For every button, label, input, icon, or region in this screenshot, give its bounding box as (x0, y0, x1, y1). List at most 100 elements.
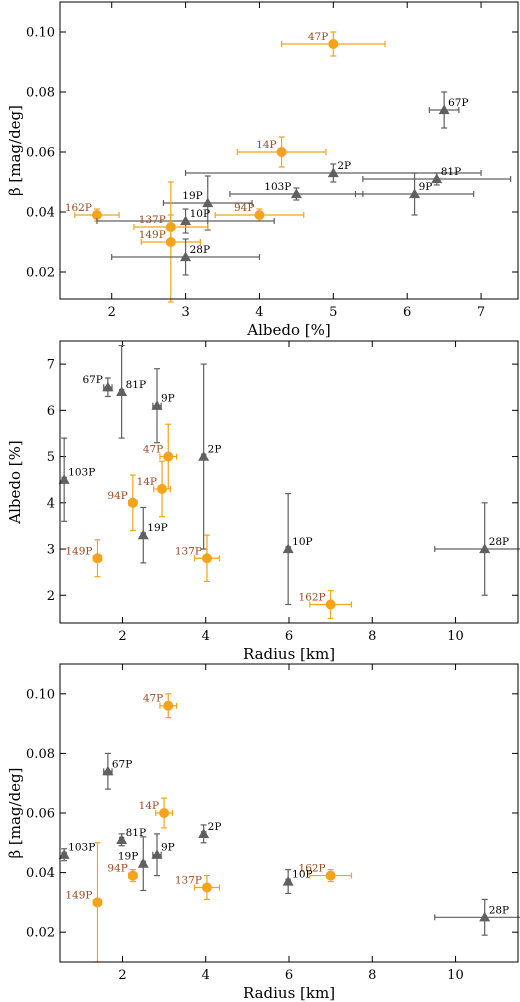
point-label: 81P (126, 379, 146, 391)
triangle-marker (202, 197, 214, 208)
x-tick-label: 8 (368, 968, 376, 983)
point-label: 137P (175, 545, 202, 557)
point-label: 47P (143, 444, 163, 456)
plot-frame (59, 1, 519, 300)
point-label: 67P (112, 758, 132, 770)
x-tick-label: 7 (477, 305, 485, 320)
triangle-marker (282, 876, 294, 886)
triangle-marker (102, 381, 114, 392)
triangle-marker (151, 400, 163, 410)
triangle-marker (409, 188, 421, 199)
triangle-marker (198, 451, 210, 461)
triangle-marker (58, 849, 70, 859)
x-tick-label: 10 (447, 629, 464, 644)
point-label: 2P (208, 821, 222, 833)
data-point-14P: 14P (236, 136, 327, 168)
triangle-marker (282, 543, 294, 554)
point-label: 28P (489, 536, 509, 548)
x-axis-label: Radius [km] (243, 645, 335, 663)
data-point-28P: 28P (111, 238, 261, 276)
point-label: 137P (175, 875, 202, 887)
triangle-marker (479, 911, 491, 922)
data-point-28P: 28P (434, 502, 520, 596)
circle-marker (276, 147, 287, 157)
triangle-marker (137, 529, 149, 540)
triangle-marker (180, 251, 192, 262)
circle-marker (163, 700, 174, 711)
data-point-162P: 162P (65, 202, 120, 222)
data-point-67P: 67P (82, 374, 114, 398)
y-tick-label: 0.08 (26, 86, 55, 101)
point-label: 9P (161, 393, 175, 405)
x-axis-label: Radius [km] (243, 984, 335, 1002)
point-label: 94P (234, 202, 254, 214)
triangle-marker (290, 188, 302, 199)
y-tick-label: 3 (47, 543, 55, 558)
point-label: 149P (139, 229, 166, 241)
point-label: 67P (448, 97, 468, 109)
triangle-marker (116, 386, 128, 396)
point-label: 149P (65, 545, 92, 557)
data-point-9P: 9P (354, 172, 475, 216)
data-point-137P: 137P (175, 875, 221, 901)
panel-3: 2 4 6 8 10 0.02 0.04 0.06 0.08 0.10 Radius [km] β [… (6, 663, 520, 1002)
data-point-47P: 47P (281, 31, 386, 57)
circle-marker (92, 553, 103, 564)
data-point-103P: 103P (58, 842, 95, 862)
data-point-28P: 28P (434, 898, 520, 936)
point-label: 10P (190, 208, 210, 220)
circle-marker (254, 210, 265, 220)
y-tick-label: 4 (47, 496, 55, 511)
y-tick-label: 2 (47, 589, 55, 604)
data-point-47P: 47P (143, 693, 178, 719)
point-label: 2P (208, 444, 222, 456)
x-tick-label: 2 (118, 968, 126, 983)
triangle-marker (137, 858, 149, 868)
point-label: 9P (161, 842, 175, 854)
y-tick-label: 7 (47, 358, 55, 373)
data-point-94P: 94P (107, 863, 138, 883)
triangle-marker (102, 765, 114, 776)
y-tick-label: 6 (47, 404, 55, 419)
point-label: 28P (489, 904, 509, 916)
data-point-2P: 2P (198, 363, 222, 550)
x-tick-label: 4 (202, 629, 210, 644)
point-label: 47P (143, 693, 163, 705)
y-tick-label: 0.06 (26, 807, 55, 822)
point-label: 2P (337, 160, 351, 172)
data-point-19P: 19P (118, 836, 149, 892)
data-point-19P: 19P (137, 506, 168, 564)
data-point-10P: 10P (282, 869, 313, 895)
y-tick-label: 0.02 (26, 926, 55, 941)
data-point-103P: 103P (58, 437, 95, 522)
point-label: 162P (65, 202, 92, 214)
data-point-67P: 67P (102, 752, 132, 790)
point-label: 19P (118, 851, 138, 863)
y-axis-label: β [mag/deg] (6, 767, 24, 858)
point-label: 67P (82, 374, 102, 386)
triangle-marker (151, 849, 163, 859)
y-tick-label: 0.06 (26, 146, 55, 161)
x-tick-label: 6 (403, 305, 411, 320)
x-tick-label: 5 (329, 305, 337, 320)
y-axis-label: β [mag/deg] (6, 105, 24, 196)
triangle-marker (431, 173, 443, 184)
x-tick-label: 10 (447, 968, 464, 983)
plot-frame (59, 340, 519, 624)
x-tick-label: 4 (202, 968, 210, 983)
point-label: 162P (299, 863, 326, 875)
triangle-marker (180, 215, 192, 226)
panel-2: 2 4 6 8 10 2 3 4 5 6 7 Radius [km] Albedo [%] 67P 81P 9… (6, 340, 520, 663)
y-axis-label: Albedo [%] (6, 440, 24, 524)
circle-marker (165, 237, 176, 247)
point-label: 81P (441, 166, 461, 178)
data-point-9P: 9P (151, 833, 175, 877)
circle-marker (163, 451, 174, 462)
point-label: 94P (107, 490, 127, 502)
point-label: 19P (182, 190, 202, 202)
plot-frame (59, 663, 519, 963)
y-tick-label: 0.04 (26, 206, 55, 221)
x-tick-label: 2 (108, 305, 116, 320)
point-label: 14P (139, 800, 159, 812)
point-label: 81P (126, 827, 146, 839)
